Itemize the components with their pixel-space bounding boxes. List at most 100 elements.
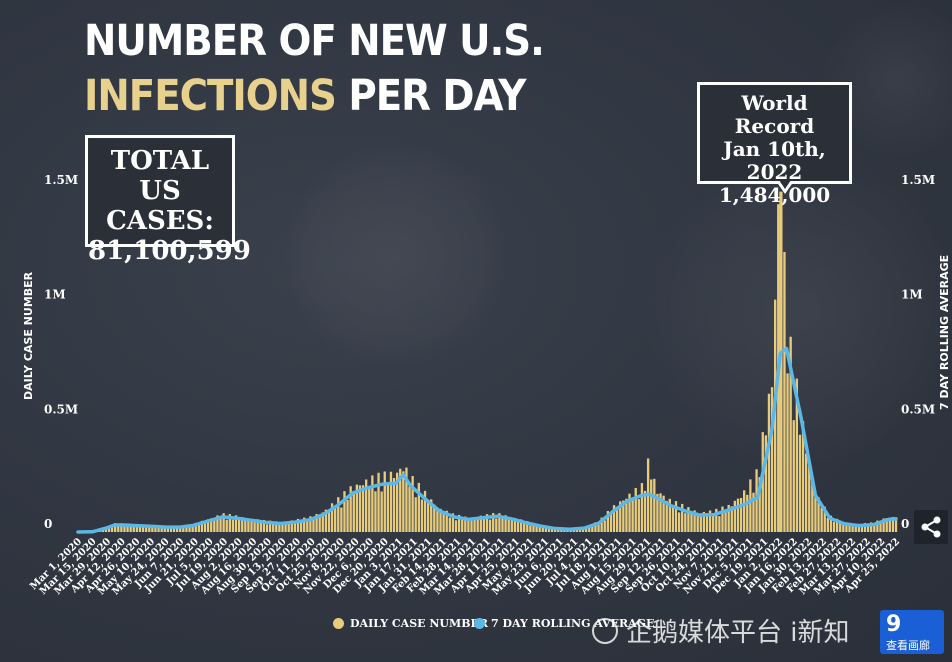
daily-case-bar <box>358 485 362 532</box>
daily-case-bar <box>172 526 176 532</box>
daily-case-bar <box>219 518 222 532</box>
corner-gallery-badge[interactable]: 9 查看画廊 <box>880 610 944 654</box>
daily-case-bar <box>674 501 678 532</box>
daily-case-bar <box>299 522 303 532</box>
daily-case-bar <box>721 506 724 532</box>
daily-case-bar <box>228 514 231 532</box>
daily-case-bar <box>442 513 445 532</box>
daily-case-bar <box>612 505 616 532</box>
daily-case-bar <box>244 518 247 532</box>
daily-case-bar <box>507 517 510 532</box>
daily-case-bar <box>160 525 163 532</box>
daily-case-bar <box>210 518 213 532</box>
y-tick-label-left: 1M <box>44 288 66 302</box>
y-tick-label-right: 1.5M <box>901 173 935 187</box>
daily-case-bar <box>739 498 743 532</box>
daily-case-bar <box>423 490 427 532</box>
daily-case-bar <box>519 519 523 532</box>
daily-case-bar <box>163 527 166 532</box>
daily-case-bar <box>600 517 603 532</box>
daily-case-bar <box>684 513 687 532</box>
daily-case-bar <box>857 523 860 532</box>
daily-case-bar <box>538 524 541 532</box>
daily-case-bar <box>141 524 145 532</box>
daily-case-bar <box>702 511 706 532</box>
daily-case-bar <box>866 525 870 532</box>
daily-case-bar <box>303 517 306 532</box>
daily-case-bar <box>789 336 792 532</box>
daily-case-bar <box>526 521 529 532</box>
daily-case-bar <box>175 526 179 532</box>
daily-case-bar <box>665 500 668 532</box>
world-record-callout: World Record Jan 10th, 2022 1,484,000 <box>697 82 852 207</box>
daily-case-bar <box>278 523 281 532</box>
daily-case-bar <box>532 522 535 532</box>
daily-case-bar <box>433 504 436 532</box>
daily-case-bar <box>361 485 365 532</box>
daily-case-bar <box>786 373 789 532</box>
daily-case-bar <box>826 517 829 532</box>
daily-case-bar <box>755 469 758 532</box>
daily-case-bar <box>420 499 424 532</box>
daily-case-bar <box>414 497 417 532</box>
daily-case-bar <box>746 494 749 532</box>
y-tick-label-right: 1M <box>901 288 923 302</box>
daily-case-bar <box>473 517 476 532</box>
daily-case-bar <box>253 521 256 532</box>
daily-case-bar <box>761 432 764 532</box>
daily-case-bar <box>197 524 200 532</box>
daily-case-bar <box>296 518 300 532</box>
daily-case-bar <box>470 517 473 532</box>
daily-case-bar <box>138 525 142 532</box>
daily-case-bar <box>272 523 275 532</box>
daily-case-bar <box>154 525 157 532</box>
daily-case-bar <box>126 524 129 532</box>
daily-case-bar <box>547 527 551 532</box>
daily-case-bar <box>408 486 411 532</box>
daily-case-bar <box>148 525 151 532</box>
rolling-average-line <box>76 346 898 534</box>
daily-case-bar <box>135 524 139 532</box>
daily-case-bar <box>650 479 653 532</box>
daily-case-bar <box>662 495 665 532</box>
daily-case-bar <box>191 526 194 532</box>
daily-case-bar <box>343 491 346 532</box>
daily-case-bar <box>203 521 207 532</box>
daily-case-bar <box>848 523 851 532</box>
daily-case-bar <box>188 524 191 532</box>
daily-case-bar <box>476 517 479 532</box>
daily-case-bar <box>405 467 408 532</box>
daily-case-bar <box>606 510 609 532</box>
chart-title-rest: PER DAY <box>335 71 526 121</box>
daily-case-bar <box>712 516 715 532</box>
daily-case-bar <box>699 513 702 532</box>
daily-case-bar <box>634 487 637 532</box>
daily-case-bar <box>265 524 269 532</box>
share-button[interactable] <box>914 510 948 544</box>
legend-swatch-rolling <box>474 618 485 629</box>
daily-case-bar <box>114 523 117 532</box>
daily-case-bar <box>870 522 873 532</box>
y-tick-label-left: 0 <box>44 517 52 531</box>
daily-case-bar <box>879 521 882 532</box>
y-tick-label-left: 1.5M <box>44 173 78 187</box>
daily-case-bar <box>231 519 235 532</box>
legend-label-daily: DAILY CASE NUMBER <box>350 617 489 630</box>
daily-case-bar <box>448 517 451 532</box>
daily-case-bar <box>402 471 405 532</box>
daily-case-bar <box>200 520 204 532</box>
daily-case-bar <box>346 500 349 532</box>
world-record-pointer-inner <box>779 180 791 189</box>
daily-case-bar <box>860 525 864 532</box>
daily-case-bar <box>250 518 253 532</box>
daily-case-bar <box>259 522 262 532</box>
daily-case-bar <box>541 526 544 532</box>
daily-case-bar <box>835 518 839 532</box>
daily-case-bar <box>885 518 888 532</box>
daily-case-bar <box>321 512 324 532</box>
daily-case-bar <box>801 421 805 532</box>
daily-case-bar <box>814 495 817 532</box>
daily-case-bar <box>749 479 752 532</box>
legend-daily: DAILY CASE NUMBER <box>333 617 488 630</box>
daily-case-bar <box>715 508 718 532</box>
